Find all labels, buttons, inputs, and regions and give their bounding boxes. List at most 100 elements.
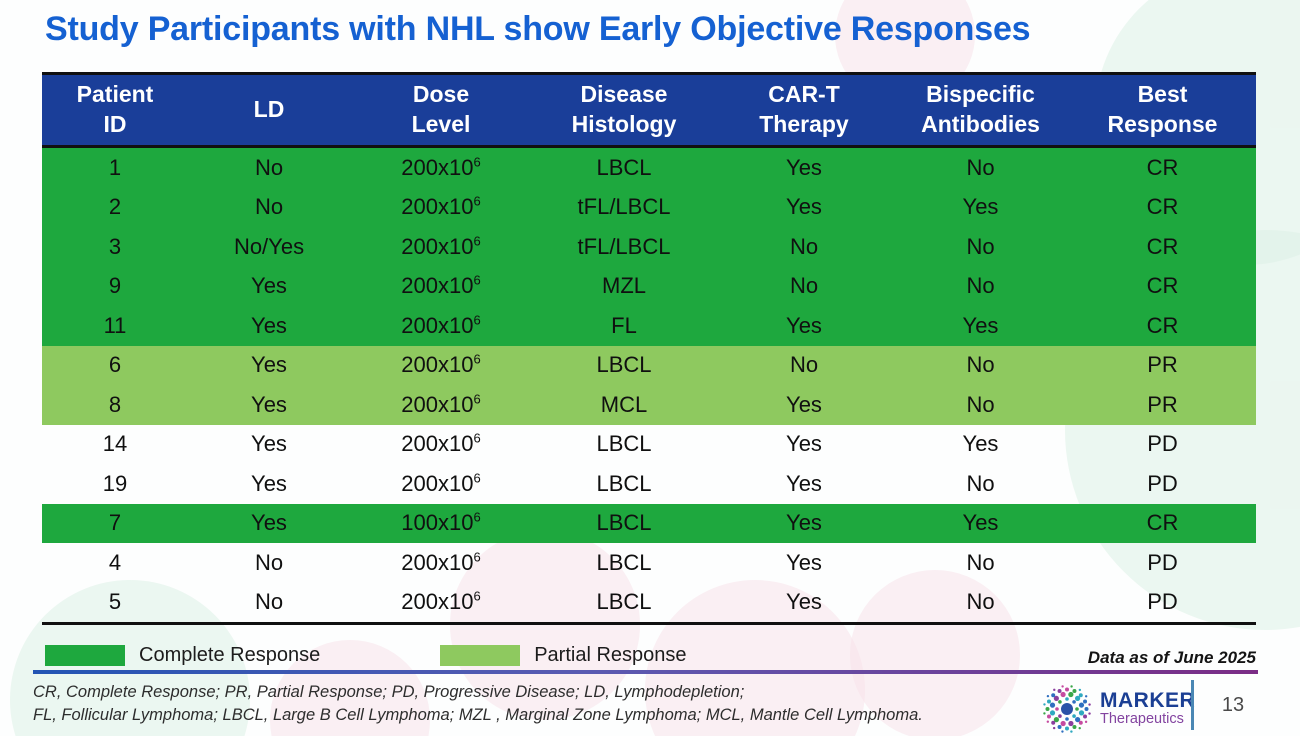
cell-patient-id: 14	[102, 431, 128, 457]
cell-patient-id: 7	[108, 510, 122, 536]
data-as-of-label: Data as of June 2025	[1087, 648, 1256, 667]
cell-dose-level: 200x106	[401, 391, 481, 417]
cell-best-response: PD	[1147, 589, 1178, 615]
table-row: 9 Yes 200x106 MZL No No CR	[42, 266, 1256, 306]
cell-bispecific-antibodies: Yes	[962, 510, 999, 536]
cell-best-response: CR	[1146, 273, 1179, 299]
cell-ld: Yes	[251, 431, 287, 457]
column-header: Best Response	[1069, 73, 1256, 148]
table-row: 4 No 200x106 LBCL Yes No PD	[42, 543, 1256, 583]
cell-disease-histology: FL	[611, 312, 637, 338]
cell-best-response: PR	[1147, 391, 1178, 417]
cell-car-t-therapy: Yes	[786, 470, 822, 496]
cell-dose-level: 200x106	[401, 272, 481, 299]
cell-ld: Yes	[251, 470, 287, 496]
column-header: Disease Histology	[532, 73, 716, 148]
participants-table: Patient ID LD Dose Level Disease Histology C…	[42, 72, 1256, 625]
cell-patient-id: 1	[108, 154, 122, 180]
cell-bispecific-antibodies: Yes	[962, 431, 999, 457]
cell-patient-id: 19	[102, 470, 128, 496]
table-row: 1 No 200x106 LBCL Yes No CR	[42, 146, 1256, 188]
table-body: 1 No 200x106 LBCL Yes No CR 2 No 200x106 tFL/LBCL Y…	[42, 146, 1256, 624]
cell-car-t-therapy: No	[789, 273, 819, 299]
gradient-divider	[33, 670, 1258, 674]
cell-disease-histology: LBCL	[596, 589, 652, 615]
cell-car-t-therapy: Yes	[786, 154, 822, 180]
table-row: 3 No/Yes 200x106 tFL/LBCL No No CR	[42, 227, 1256, 267]
cell-patient-id: 4	[108, 549, 122, 575]
cell-bispecific-antibodies: No	[966, 589, 995, 615]
cell-best-response: CR	[1146, 510, 1179, 536]
page-number: 13	[1221, 694, 1245, 716]
cell-bispecific-antibodies: No	[966, 470, 995, 496]
cell-disease-histology: LBCL	[596, 431, 652, 457]
legend-swatch	[440, 645, 521, 666]
cell-bispecific-antibodies: Yes	[962, 194, 999, 220]
cell-ld: Yes	[251, 352, 287, 378]
cell-disease-histology: LBCL	[596, 154, 652, 180]
cell-ld: No	[254, 154, 284, 180]
cell-car-t-therapy: No	[789, 233, 819, 259]
table-row: 8 Yes 200x106 MCL Yes No PR	[42, 385, 1256, 425]
legend-label: Complete Response	[139, 644, 321, 666]
column-header: LD	[188, 73, 350, 148]
cell-patient-id: 6	[108, 352, 122, 378]
cell-ld: Yes	[251, 273, 287, 299]
cell-best-response: CR	[1146, 194, 1179, 220]
table-header-row: Patient ID LD Dose Level Disease Histology C…	[42, 73, 1256, 148]
logo-sub-text: Therapeutics	[1100, 711, 1184, 728]
legend-label: Partial Response	[534, 644, 687, 666]
cell-best-response: PR	[1147, 352, 1178, 378]
cell-dose-level: 200x106	[401, 588, 481, 615]
legend-item: Partial Response	[440, 644, 687, 667]
cell-car-t-therapy: Yes	[786, 194, 822, 220]
cell-car-t-therapy: Yes	[786, 312, 822, 338]
cell-car-t-therapy: Yes	[786, 589, 822, 615]
cell-patient-id: 11	[103, 312, 127, 338]
cell-car-t-therapy: Yes	[786, 431, 822, 457]
cell-best-response: PD	[1147, 470, 1178, 496]
cell-disease-histology: LBCL	[596, 510, 652, 536]
cell-patient-id: 8	[108, 391, 122, 417]
background-blob	[850, 570, 1020, 736]
cell-ld: No/Yes	[233, 233, 305, 259]
cell-ld: Yes	[251, 312, 287, 338]
cell-bispecific-antibodies: No	[966, 549, 995, 575]
cell-best-response: PD	[1147, 431, 1178, 457]
cell-dose-level: 200x106	[401, 351, 481, 378]
marker-logo: MARKER Therapeutics	[1042, 684, 1195, 734]
cell-best-response: PD	[1147, 549, 1178, 575]
cell-dose-level: 200x106	[401, 312, 481, 338]
cell-patient-id: 5	[108, 589, 122, 615]
cell-bispecific-antibodies: No	[966, 391, 995, 417]
column-header: Dose Level	[350, 73, 532, 148]
dot-burst-icon	[1043, 685, 1091, 733]
table-row: 11 Yes 200x106 FL Yes Yes CR	[42, 306, 1256, 346]
footnote-line: CR, Complete Response; PR, Partial Respo…	[33, 683, 745, 701]
background-blob	[450, 530, 640, 720]
cell-disease-histology: LBCL	[596, 470, 652, 496]
cell-best-response: CR	[1146, 154, 1179, 180]
cell-dose-level: 200x106	[401, 193, 481, 220]
cell-disease-histology: LBCL	[596, 352, 652, 378]
cell-ld: No	[254, 194, 284, 220]
page-title: Study Participants with NHL show Early O…	[45, 10, 1031, 48]
cell-best-response: CR	[1146, 312, 1179, 338]
cell-patient-id: 2	[108, 194, 122, 220]
cell-dose-level: 200x106	[401, 430, 481, 457]
cell-disease-histology: MCL	[600, 391, 648, 417]
table-row: 19 Yes 200x106 LBCL Yes No PD	[42, 464, 1256, 504]
cell-car-t-therapy: Yes	[786, 510, 822, 536]
column-header: Bispecific Antibodies	[892, 73, 1069, 148]
cell-car-t-therapy: No	[789, 352, 819, 378]
cell-dose-level: 200x106	[401, 470, 481, 496]
footer-divider-line	[1191, 680, 1194, 730]
column-header: CAR-T Therapy	[716, 73, 892, 148]
footnote: CR, Complete Response; PR, Partial Respo…	[33, 681, 1033, 728]
cell-patient-id: 3	[108, 233, 122, 259]
cell-disease-histology: LBCL	[596, 549, 652, 575]
cell-dose-level: 200x106	[401, 233, 481, 259]
cell-ld: No	[254, 589, 284, 615]
cell-dose-level: 200x106	[401, 549, 481, 575]
